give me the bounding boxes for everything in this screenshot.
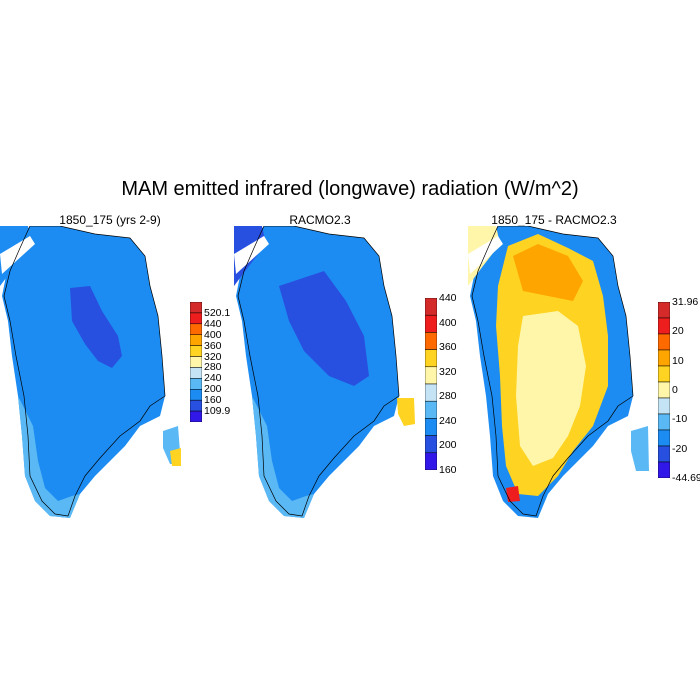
colorbar-labels-3: 31.96 20 10 0 -10 -20 -44.69 <box>658 297 700 484</box>
map-panel-3 <box>468 226 649 518</box>
coastline <box>3 226 166 517</box>
colorbar-tick-label: 360 <box>439 341 457 354</box>
interior-low <box>279 271 369 386</box>
red-spot <box>506 486 520 502</box>
colorbar-tick-label: 400 <box>204 328 222 341</box>
colorbar-3 <box>658 302 670 478</box>
coastline <box>471 226 634 517</box>
coastal-band <box>252 396 314 518</box>
coastline <box>237 226 400 517</box>
colorbar-tick-label: -10 <box>672 413 688 426</box>
map-panel-1 <box>0 226 181 518</box>
colorbar-tick-label: 440 <box>204 317 222 330</box>
colorbar-tick-label: 440 <box>439 292 457 304</box>
panel-title-2: RACMO2.3 <box>289 213 351 227</box>
interior-low <box>70 286 122 368</box>
island-east-warm <box>397 398 415 426</box>
colorbar-tick-label: 520.1 <box>204 306 231 319</box>
colorbar-tick-label: 320 <box>439 365 457 378</box>
panel-title-3: 1850_175 - RACMO2.3 <box>491 213 617 227</box>
coastal-band <box>18 396 80 518</box>
colorbar-swatch <box>658 461 670 478</box>
colorbar-tick-label: 10 <box>672 354 684 367</box>
colorbar-swatch <box>190 410 202 422</box>
colorbar-tick-label: 360 <box>204 339 222 352</box>
colorbar-tick-label: 280 <box>204 361 222 374</box>
colorbar-tick-label: 240 <box>204 372 222 385</box>
colorbar-tick-label: 0 <box>672 384 678 396</box>
colorbar-swatch <box>425 452 437 470</box>
pale-interior <box>516 311 586 466</box>
colorbar-tick-label: 240 <box>439 414 457 427</box>
colorbar-tick-label: 31.96 <box>672 296 699 308</box>
colorbar-tick-label: 200 <box>204 383 222 396</box>
greenland-field <box>236 226 399 518</box>
white-gap <box>234 236 269 274</box>
orange-north <box>513 244 583 301</box>
island-east-warm <box>170 448 181 466</box>
figure-title: MAM emitted infrared (longwave) radiatio… <box>121 178 579 200</box>
colorbar-tick-label: 280 <box>439 390 457 403</box>
colorbar-2 <box>425 298 437 470</box>
colorbar-tick-label: 160 <box>439 464 457 476</box>
white-gap <box>0 236 35 274</box>
greenland-field <box>2 226 165 518</box>
colorbar-tick-label: -20 <box>672 442 688 455</box>
colorbar-tick-label: 400 <box>439 316 457 329</box>
colorbar-tick-label: -44.69 <box>672 472 700 484</box>
colorbar-tick-label: 109.9 <box>204 405 231 418</box>
panel-title-1: 1850_175 (yrs 2-9) <box>59 213 161 227</box>
island-east <box>631 426 649 471</box>
colorbar-tick-label: 320 <box>204 350 222 363</box>
colorbar-labels-1: 520.1 440 400 360 320 280 240 200 160 109.9 <box>190 302 250 422</box>
colorbar-tick-label: 160 <box>204 394 222 407</box>
colorbar-tick-label: 20 <box>672 325 684 338</box>
colorbar-labels-2: 440 400 360 320 280 240 200 160 <box>425 293 485 476</box>
colorbar-1 <box>190 302 202 422</box>
white-gap <box>468 236 503 274</box>
colorbar-tick-label: 200 <box>439 439 457 452</box>
map-panel-2 <box>234 226 415 518</box>
